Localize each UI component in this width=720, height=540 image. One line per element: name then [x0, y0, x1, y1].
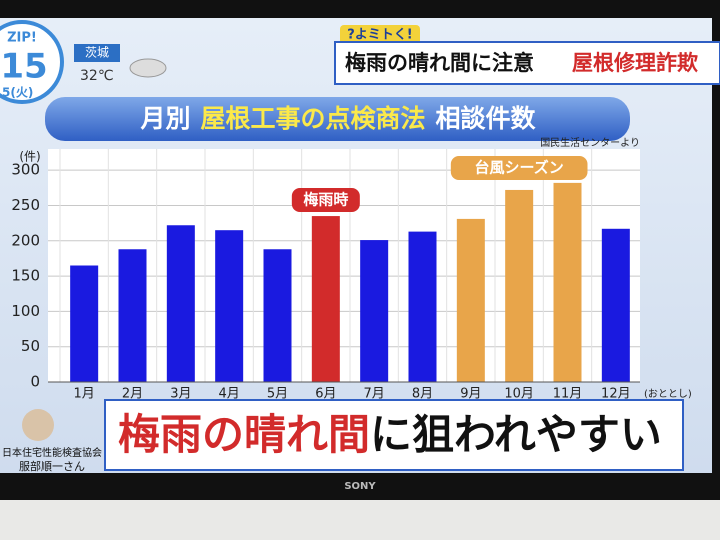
logo-circle	[0, 20, 64, 104]
bar	[263, 249, 292, 382]
plot: 0 50 100 150 200 250 300 1月 2月 3月 4月 5月 6月 7月 8月 9月 10月 1…	[11, 149, 692, 402]
bar	[311, 216, 340, 382]
y-tick-label: 200	[11, 231, 40, 249]
logo: ZIP!	[7, 31, 37, 46]
y-tick-label: 150	[11, 267, 40, 285]
brand: SONY	[344, 481, 376, 492]
y-unit: (件)	[19, 150, 40, 164]
caption-box	[104, 399, 684, 471]
speaker-name: 服部順一さん	[19, 459, 85, 473]
caption-highlight: 梅雨の晴れ間	[118, 410, 370, 459]
y-tick-label: 300	[11, 161, 40, 179]
place: 茨城	[85, 46, 109, 60]
temperature: 32℃	[80, 68, 114, 84]
caption-rest: に狙われやすい	[370, 410, 662, 459]
x-tick-label: 3月	[170, 387, 191, 402]
corner-label: ?よミトく!	[347, 28, 412, 43]
cloud-icon	[129, 58, 167, 78]
source: 国民生活センターより	[540, 136, 640, 149]
corner-box	[340, 25, 420, 45]
headline-box	[334, 41, 720, 85]
x-tick-label: 12月	[601, 387, 631, 402]
bar	[553, 182, 582, 382]
y-tick-label: 250	[11, 196, 40, 214]
x-tick-label: 9月	[460, 387, 481, 402]
y-tick-label: 100	[11, 302, 40, 320]
bar	[505, 189, 534, 382]
bar	[118, 249, 147, 382]
bar	[360, 240, 389, 382]
x-tick-label: 10月	[504, 387, 534, 402]
title-part: 月別	[139, 104, 190, 133]
title-banner	[45, 97, 630, 141]
bar	[601, 228, 630, 382]
weekday: 5(火)	[2, 86, 33, 100]
title-part: 相談件数	[436, 104, 537, 133]
x-tick-label: 2月	[122, 387, 143, 402]
bar	[215, 230, 244, 382]
bar	[70, 265, 99, 382]
x-tick-label: 6月	[315, 387, 336, 402]
speaker-organization: 日本住宅性能検査協会	[2, 446, 102, 459]
speaker-photo	[22, 409, 54, 441]
x-tick-label: 5月	[267, 387, 288, 402]
topic: 屋根修理詐欺	[572, 51, 698, 75]
day: 15	[0, 47, 47, 87]
title-part: 屋根工事の点検商法	[200, 104, 425, 133]
plot-area	[48, 149, 640, 382]
headline: 梅雨の晴れ間に注意	[345, 51, 534, 75]
x-tick-label: 8月	[412, 387, 433, 402]
y-tick-label: 50	[21, 337, 40, 355]
annotation: 梅雨時	[303, 191, 348, 209]
x-tick-label: 4月	[219, 387, 240, 402]
x-note: (おととし)	[644, 388, 692, 400]
x-tick-label: 1月	[74, 387, 95, 402]
caption: 梅雨の晴れ間に狙われやすい	[118, 410, 662, 459]
place-box	[74, 44, 120, 62]
bar	[408, 231, 437, 382]
y-tick-label: 0	[30, 373, 40, 391]
bar	[166, 225, 195, 382]
x-tick-label: 7月	[364, 387, 385, 402]
chart-title: 月別 屋根工事の点検商法 相談件数	[139, 104, 536, 133]
annotation: 台風シーズン	[475, 159, 564, 177]
x-tick-label: 11月	[553, 387, 583, 402]
annotation-box	[450, 156, 588, 180]
annotation-box	[291, 188, 360, 212]
bar	[456, 218, 485, 382]
